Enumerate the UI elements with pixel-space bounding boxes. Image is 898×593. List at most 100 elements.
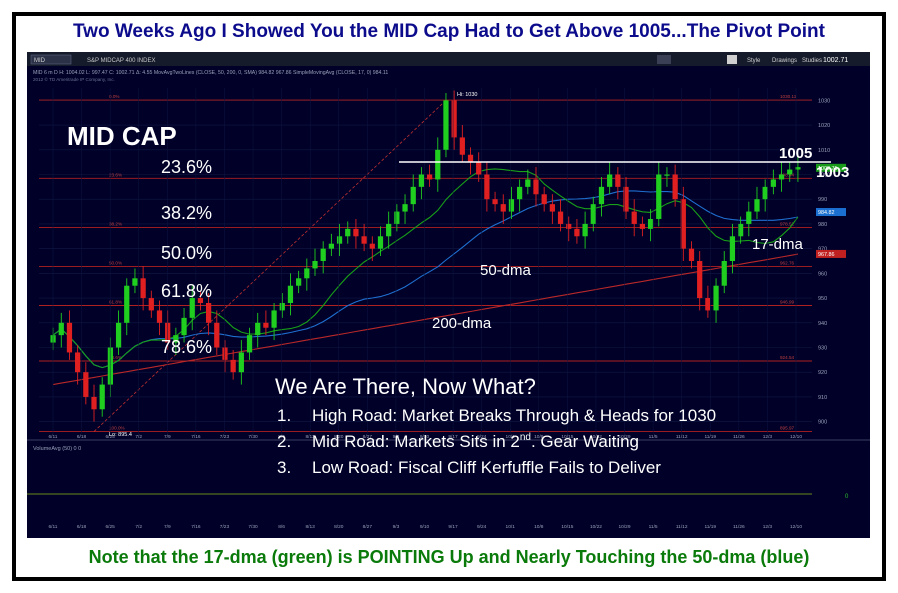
fib-line-label: 100.0% [109, 426, 125, 431]
x-tick-label-volume: 12/3 [763, 524, 773, 530]
lo-label: Lo: 895.4 [109, 432, 132, 438]
candle-body [214, 322, 220, 348]
candle-body [222, 347, 228, 360]
candle-body [271, 310, 277, 328]
price-tag-label: 984.82 [818, 210, 835, 216]
y-tick-label: 900 [818, 420, 827, 426]
volume-label: VolumeAvg (50) 0 0 [33, 446, 81, 452]
candle-body [66, 322, 73, 353]
x-tick-label: 7/9 [164, 434, 171, 440]
fib-label-23-6: 23.6% [161, 157, 212, 177]
candle-body [263, 322, 269, 328]
candle-body [140, 278, 146, 299]
price-tag [816, 208, 846, 217]
candle-body [328, 243, 334, 249]
x-tick-label: 9/17 [448, 434, 458, 440]
candle-body [729, 236, 736, 261]
candle-body [566, 223, 572, 229]
item-3-text: Low Road: Fiscal Cliff Kerfuffle Fails t… [312, 458, 661, 477]
x-tick-label: 12/10 [790, 434, 802, 440]
x-tick-label: 7/30 [248, 434, 258, 440]
candle-body [770, 179, 776, 187]
x-tick-label: 10/8 [534, 434, 544, 440]
x-tick-label-volume: 7/16 [191, 524, 201, 530]
item-2-pre: Mid Road: Markets Sits in 2 [312, 432, 520, 451]
hi-label: Hi: 1030 [457, 92, 478, 98]
symbol-field[interactable] [30, 54, 72, 65]
candle-body [312, 261, 318, 269]
x-tick-label-volume: 6/18 [77, 524, 87, 530]
item-2-number: 2. [277, 432, 291, 451]
candle-body [402, 204, 408, 212]
candle-body [598, 186, 605, 205]
candle-body [426, 174, 433, 180]
drawings-menu[interactable]: Drawings [772, 58, 797, 64]
candle-body [345, 228, 351, 237]
x-tick-label-volume: 10/8 [534, 524, 544, 530]
x-tick-label-volume: 6/25 [105, 524, 115, 530]
candle-body [197, 298, 204, 304]
style-menu[interactable]: Style [747, 58, 761, 64]
page-title: Two Weeks Ago I Showed You the MID Cap H… [72, 21, 825, 42]
x-tick-label-volume: 10/29 [619, 524, 631, 530]
fib-line-label: 78.6% [109, 355, 122, 360]
x-tick-label: 9/24 [477, 434, 487, 440]
x-tick-label: 10/1 [506, 434, 516, 440]
candle-body [304, 268, 310, 279]
candle-body [647, 218, 654, 229]
candle-body [394, 211, 400, 224]
candle-body [746, 211, 752, 224]
toolbar-button-grid[interactable] [657, 55, 671, 64]
x-tick-label-volume: 8/6 [278, 524, 285, 530]
fib-line-label: 50.0% [109, 261, 122, 266]
date-axis: 6/11 6/11 6/18 6/18 6/25 6/25 7/2 7/2 7/9 7/9 7/16… [49, 88, 802, 530]
fib-line-label: 0.0% [109, 94, 119, 99]
candle-body [246, 335, 253, 353]
y-tick-label: 940 [818, 321, 827, 327]
candle-body [75, 352, 81, 373]
price-tag [816, 163, 846, 172]
studies-menu[interactable]: Studies [802, 58, 822, 64]
candle-body [451, 100, 457, 138]
candle-body [156, 310, 163, 323]
candle-body [721, 261, 727, 286]
y-tick-label: 1030 [818, 98, 830, 104]
item-2-post: . Gear Waiting [531, 432, 639, 451]
chart-svg: MID S&P MIDCAP 400 INDEX Style Drawings … [27, 52, 870, 538]
candlesticks [50, 90, 801, 422]
candle-body [443, 100, 449, 150]
x-tick-label-volume: 11/5 [649, 524, 658, 530]
candle-body [615, 174, 621, 187]
candle-body [607, 174, 613, 187]
fib-line-label: 23.6% [109, 172, 122, 177]
candle-body [762, 186, 768, 200]
fib-label-61-8: 61.8% [161, 281, 212, 301]
y-tick-label: 920 [818, 370, 827, 376]
label-1005: 1005 [779, 145, 812, 162]
x-tick-label: 9/10 [420, 434, 430, 440]
candle-body [623, 186, 629, 212]
fib-line-label: 61.8% [109, 300, 122, 305]
x-tick-label: 6/25 [105, 434, 115, 440]
price-tags: 1002.71 984.82 967.86 [816, 163, 846, 258]
fib-line-value: 962.76 [780, 261, 794, 266]
candle-body [656, 174, 662, 219]
candle-body [705, 298, 711, 311]
last-price: 1002.71 [823, 57, 848, 64]
x-tick-label-volume: 9/17 [448, 524, 458, 530]
y-tick-label: 970 [818, 247, 827, 253]
candle-body [680, 199, 686, 249]
candle-body [115, 322, 122, 348]
x-tick-label: 8/27 [363, 434, 373, 440]
candle-body [574, 228, 580, 237]
item-1-text: High Road: Market Breaks Through & Heads… [312, 406, 716, 425]
x-tick-label: 6/18 [77, 434, 87, 440]
x-tick-label: 11/19 [704, 434, 716, 440]
candle-body [467, 154, 474, 163]
y-tick-label: 960 [818, 271, 827, 277]
y-tick-label: 910 [818, 395, 827, 401]
footer-note: Note that the 17-dma (green) is POINTING… [88, 547, 810, 567]
toolbar-button-d[interactable] [727, 55, 737, 64]
x-tick-label: 11/5 [649, 434, 658, 440]
candle-body [459, 137, 465, 155]
